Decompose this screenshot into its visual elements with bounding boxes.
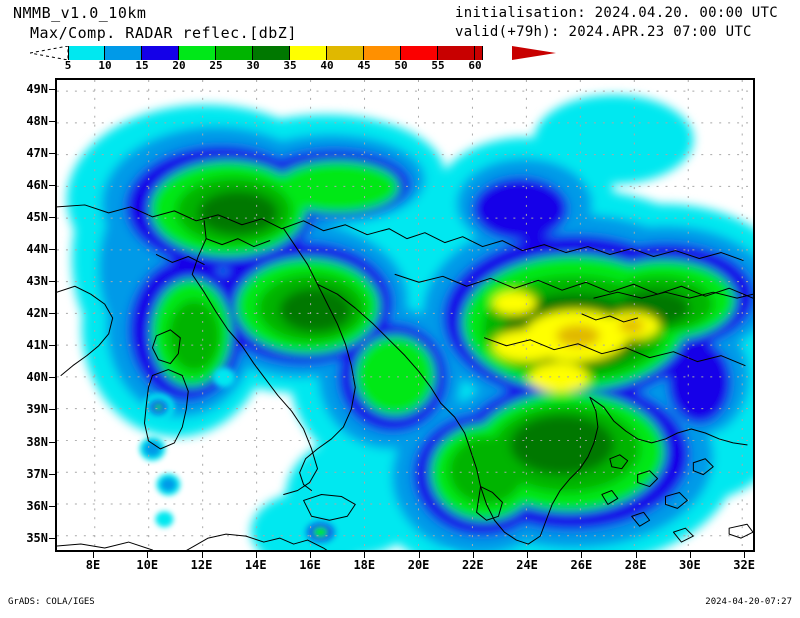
colorbar-tick: 10 xyxy=(98,59,112,72)
longitude-tick-mark xyxy=(635,552,637,558)
longitude-tick-mark xyxy=(527,552,529,558)
colorbar-swatch xyxy=(364,46,401,60)
colorbar-tick: 55 xyxy=(431,59,445,72)
latitude-tick-mark xyxy=(49,441,55,443)
colorbar-tick: 15 xyxy=(135,59,149,72)
colorbar-swatch xyxy=(68,46,105,60)
longitude-tick-mark xyxy=(255,552,257,558)
latitude-tick-label: 39N xyxy=(26,402,48,417)
colorbar-tick: 50 xyxy=(394,59,408,72)
longitude-tick-label: 26E xyxy=(570,558,593,572)
latitude-tick-mark xyxy=(49,281,55,283)
valid-time-label: valid(+79h): 2024.APR.23 07:00 UTC xyxy=(455,24,752,40)
longitude-tick-mark xyxy=(310,552,312,558)
colorbar-tick: 30 xyxy=(246,59,260,72)
colorbar-tick: 20 xyxy=(172,59,186,72)
latitude-tick-label: 45N xyxy=(26,210,48,225)
latitude-tick-mark xyxy=(49,345,55,347)
colorbar-tick: 25 xyxy=(209,59,223,72)
latitude-tick-mark xyxy=(49,153,55,155)
colorbar-swatch xyxy=(290,46,327,60)
colorbar-swatch xyxy=(438,46,475,60)
latitude-tick-label: 43N xyxy=(26,274,48,289)
colorbar-overflow-arrow-icon xyxy=(512,46,556,60)
longitude-tick-mark xyxy=(92,552,94,558)
latitude-tick-label: 40N xyxy=(26,370,48,385)
colorbar-tick: 45 xyxy=(357,59,371,72)
longitude-tick-mark xyxy=(689,552,691,558)
longitude-tick-label: 22E xyxy=(461,558,484,572)
latitude-tick-label: 48N xyxy=(26,114,48,129)
latitude-tick-mark xyxy=(49,121,55,123)
colorbar-tick: 35 xyxy=(283,59,297,72)
latitude-tick-label: 41N xyxy=(26,338,48,353)
latitude-tick-mark xyxy=(49,313,55,315)
longitude-tick-mark xyxy=(581,552,583,558)
latitude-tick-label: 46N xyxy=(26,178,48,193)
latitude-tick-label: 37N xyxy=(26,466,48,481)
reflectivity-colorbar: 5 10 15 20 25 30 35 40 45 50 55 60 xyxy=(24,46,564,72)
latitude-tick-label: 42N xyxy=(26,306,48,321)
colorbar-swatch xyxy=(216,46,253,60)
longitude-tick-label: 24E xyxy=(516,558,538,572)
longitude-tick-mark xyxy=(147,552,149,558)
longitude-tick-label: 12E xyxy=(190,558,213,572)
colorbar-underflow-arrow-icon xyxy=(30,46,69,60)
latitude-tick-label: 38N xyxy=(26,434,48,449)
longitude-tick-label: 10E xyxy=(136,558,159,572)
colorbar-tick: 40 xyxy=(320,59,334,72)
longitude-tick-label: 14E xyxy=(244,558,267,572)
longitude-tick-label: 20E xyxy=(407,558,430,572)
colorbar-swatch xyxy=(142,46,179,60)
latitude-tick-label: 49N xyxy=(26,82,48,97)
longitude-tick-mark xyxy=(472,552,474,558)
colorbar-tick: 5 xyxy=(64,59,72,72)
latitude-tick-mark xyxy=(49,377,55,379)
model-name-label: NMMB_v1.0_10km xyxy=(13,4,147,22)
render-timestamp-label: 2024-04-20-07:27 xyxy=(705,597,792,607)
longitude-tick-mark xyxy=(744,552,746,558)
longitude-tick-mark xyxy=(364,552,366,558)
latitude-tick-mark xyxy=(49,505,55,507)
colorbar-swatch xyxy=(179,46,216,60)
longitude-tick-label: 16E xyxy=(299,558,321,572)
latitude-tick-mark xyxy=(49,185,55,187)
radar-reflectivity-field xyxy=(57,80,753,550)
latitude-tick-label: 47N xyxy=(26,146,48,161)
latitude-tick-mark xyxy=(49,249,55,251)
longitude-tick-label: 18E xyxy=(353,558,376,572)
longitude-tick-mark xyxy=(418,552,420,558)
latitude-tick-mark xyxy=(49,537,55,539)
latitude-tick-label: 35N xyxy=(26,530,48,545)
colorbar-swatches xyxy=(68,46,483,60)
latitude-tick-mark xyxy=(49,409,55,411)
latitude-tick-label: 44N xyxy=(26,242,48,257)
longitude-tick-label: 32E xyxy=(733,558,755,572)
radar-map-plot[interactable] xyxy=(55,78,755,552)
longitude-tick-mark xyxy=(201,552,203,558)
colorbar-swatch xyxy=(327,46,364,60)
longitude-tick-label: 28E xyxy=(624,558,647,572)
colorbar-swatch xyxy=(253,46,290,60)
latitude-tick-mark xyxy=(49,217,55,219)
latitude-tick-label: 36N xyxy=(26,498,48,513)
colorbar-swatch xyxy=(105,46,142,60)
field-title-label: Max/Comp. RADAR reflec.[dbZ] xyxy=(30,24,297,42)
initialisation-time-label: initialisation: 2024.04.20. 00:00 UTC xyxy=(455,5,778,21)
colorbar-swatch xyxy=(401,46,438,60)
latitude-tick-mark xyxy=(49,473,55,475)
grads-credit-label: GrADS: COLA/IGES xyxy=(8,597,95,607)
longitude-tick-label: 30E xyxy=(679,558,701,572)
colorbar-swatch xyxy=(475,46,483,60)
colorbar-tick: 60 xyxy=(468,59,482,72)
longitude-tick-label: 8E xyxy=(85,558,101,572)
latitude-tick-mark xyxy=(49,89,55,91)
